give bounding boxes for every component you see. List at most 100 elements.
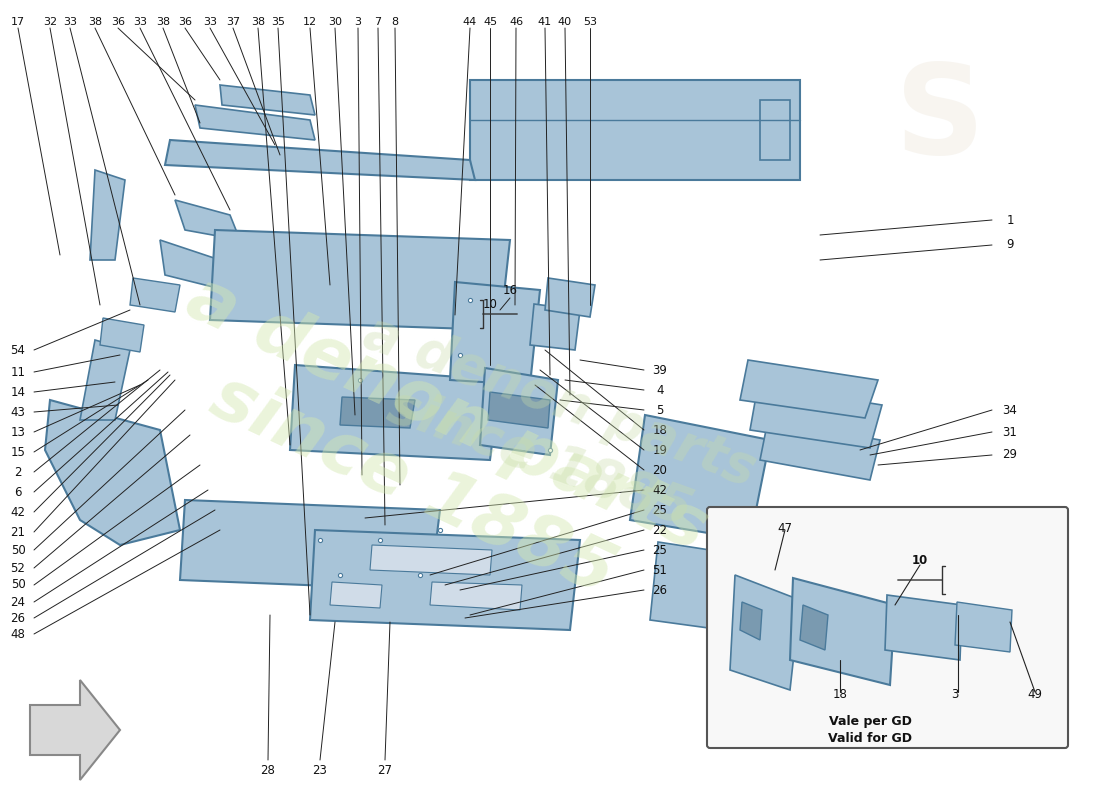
Text: 38: 38 bbox=[156, 17, 170, 27]
Polygon shape bbox=[370, 545, 492, 575]
Text: 48: 48 bbox=[11, 627, 25, 641]
Text: 38: 38 bbox=[88, 17, 102, 27]
Text: 39: 39 bbox=[652, 363, 668, 377]
Polygon shape bbox=[450, 282, 540, 385]
Text: 7: 7 bbox=[374, 17, 382, 27]
Text: 47: 47 bbox=[778, 522, 792, 534]
Text: 33: 33 bbox=[133, 17, 147, 27]
Polygon shape bbox=[886, 595, 962, 660]
Polygon shape bbox=[470, 80, 800, 180]
Polygon shape bbox=[530, 304, 580, 350]
Text: 18: 18 bbox=[652, 423, 668, 437]
Text: 26: 26 bbox=[11, 611, 25, 625]
Text: 45: 45 bbox=[483, 17, 497, 27]
Text: 33: 33 bbox=[63, 17, 77, 27]
Text: 19: 19 bbox=[652, 443, 668, 457]
Polygon shape bbox=[80, 340, 130, 420]
Polygon shape bbox=[544, 278, 595, 317]
Text: 52: 52 bbox=[11, 562, 25, 574]
Text: 46: 46 bbox=[509, 17, 524, 27]
Text: 25: 25 bbox=[652, 503, 668, 517]
Text: 11: 11 bbox=[11, 366, 25, 378]
Text: 32: 32 bbox=[43, 17, 57, 27]
Polygon shape bbox=[650, 542, 776, 635]
Text: 26: 26 bbox=[652, 583, 668, 597]
Text: 10: 10 bbox=[912, 554, 928, 566]
Polygon shape bbox=[195, 105, 315, 140]
Polygon shape bbox=[955, 602, 1012, 652]
Text: 25: 25 bbox=[652, 543, 668, 557]
Text: 3: 3 bbox=[354, 17, 362, 27]
Polygon shape bbox=[740, 360, 878, 418]
Text: 51: 51 bbox=[652, 563, 668, 577]
Polygon shape bbox=[310, 530, 580, 630]
Polygon shape bbox=[730, 575, 800, 690]
Polygon shape bbox=[790, 578, 895, 685]
Text: 17: 17 bbox=[11, 17, 25, 27]
Text: 23: 23 bbox=[312, 763, 328, 777]
Text: 12: 12 bbox=[302, 17, 317, 27]
Polygon shape bbox=[160, 240, 226, 290]
Text: 24: 24 bbox=[11, 595, 25, 609]
Text: a denon parts
since 1885: a denon parts since 1885 bbox=[337, 306, 763, 554]
Polygon shape bbox=[220, 85, 315, 115]
Text: 38: 38 bbox=[251, 17, 265, 27]
Polygon shape bbox=[130, 278, 180, 312]
Polygon shape bbox=[340, 397, 415, 428]
Text: 42: 42 bbox=[652, 483, 668, 497]
Text: Vale per GD: Vale per GD bbox=[828, 715, 912, 729]
Polygon shape bbox=[488, 392, 550, 428]
Text: 50: 50 bbox=[11, 578, 25, 591]
Text: 5: 5 bbox=[657, 403, 663, 417]
Polygon shape bbox=[165, 140, 475, 180]
Text: 54: 54 bbox=[11, 343, 25, 357]
Text: S: S bbox=[895, 59, 984, 181]
Polygon shape bbox=[480, 368, 558, 455]
Polygon shape bbox=[45, 400, 180, 545]
Text: 3: 3 bbox=[952, 689, 959, 702]
Text: 40: 40 bbox=[558, 17, 572, 27]
Text: 8: 8 bbox=[392, 17, 398, 27]
Text: 4: 4 bbox=[657, 383, 663, 397]
Polygon shape bbox=[90, 170, 125, 260]
Text: 6: 6 bbox=[14, 486, 22, 498]
Text: 22: 22 bbox=[652, 523, 668, 537]
Text: 50: 50 bbox=[11, 543, 25, 557]
Text: 16: 16 bbox=[503, 283, 517, 297]
Text: 18: 18 bbox=[833, 689, 847, 702]
Text: 15: 15 bbox=[11, 446, 25, 458]
Text: a denon parts
since 1885: a denon parts since 1885 bbox=[142, 263, 718, 637]
Polygon shape bbox=[290, 365, 500, 460]
Text: 30: 30 bbox=[328, 17, 342, 27]
Text: 31: 31 bbox=[1002, 426, 1018, 438]
Text: 1: 1 bbox=[1006, 214, 1014, 226]
Text: 29: 29 bbox=[1002, 449, 1018, 462]
Polygon shape bbox=[740, 602, 762, 640]
Text: 10: 10 bbox=[483, 298, 497, 310]
Polygon shape bbox=[800, 605, 828, 650]
Polygon shape bbox=[430, 582, 522, 610]
Polygon shape bbox=[750, 385, 882, 448]
FancyBboxPatch shape bbox=[707, 507, 1068, 748]
Text: 34: 34 bbox=[1002, 403, 1018, 417]
Text: 37: 37 bbox=[226, 17, 240, 27]
Text: 41: 41 bbox=[538, 17, 552, 27]
Text: 49: 49 bbox=[1027, 689, 1043, 702]
Text: 36: 36 bbox=[178, 17, 192, 27]
Polygon shape bbox=[180, 500, 440, 590]
Text: 43: 43 bbox=[11, 406, 25, 418]
Text: 36: 36 bbox=[111, 17, 125, 27]
Text: 33: 33 bbox=[204, 17, 217, 27]
Polygon shape bbox=[100, 318, 144, 352]
Polygon shape bbox=[175, 200, 240, 240]
Polygon shape bbox=[210, 230, 510, 330]
Text: 20: 20 bbox=[652, 463, 668, 477]
Polygon shape bbox=[760, 420, 880, 480]
Text: 35: 35 bbox=[271, 17, 285, 27]
Text: 21: 21 bbox=[11, 526, 25, 538]
Polygon shape bbox=[630, 415, 770, 540]
Text: 53: 53 bbox=[583, 17, 597, 27]
Text: 14: 14 bbox=[11, 386, 25, 398]
Text: 28: 28 bbox=[261, 763, 275, 777]
Text: 9: 9 bbox=[1006, 238, 1014, 251]
